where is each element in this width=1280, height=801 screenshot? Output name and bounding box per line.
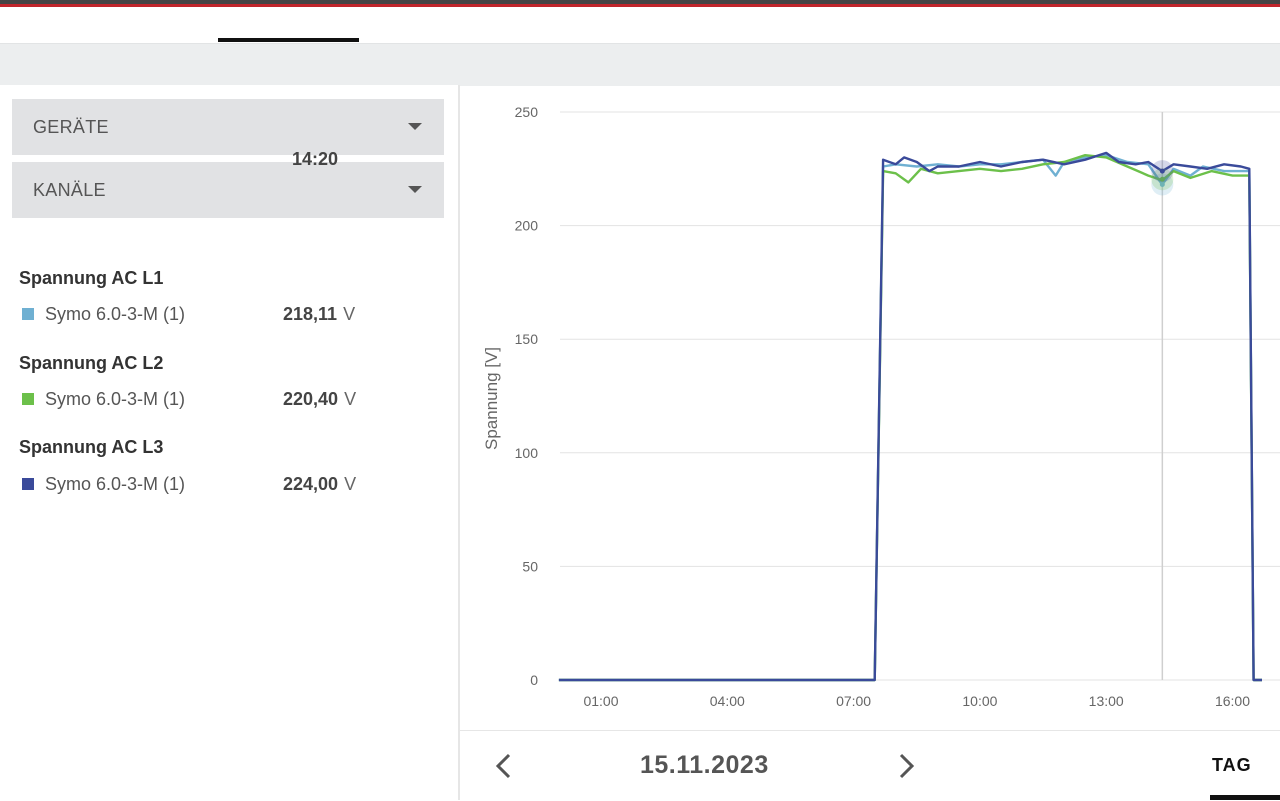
top-accent-bar xyxy=(0,0,1280,7)
y-tick-label: 100 xyxy=(515,445,539,461)
hover-marker xyxy=(1159,168,1165,174)
devices-dropdown-label: GERÄTE xyxy=(33,116,109,137)
x-tick-label: 16:00 xyxy=(1215,693,1250,709)
current-date[interactable]: 15.11.2023 xyxy=(640,751,769,779)
series-line-l3 xyxy=(558,151,1262,682)
app-header xyxy=(0,7,1280,43)
value: 218,11 xyxy=(283,303,338,324)
y-tick-label: 0 xyxy=(530,672,538,688)
devices-dropdown[interactable]: GERÄTE xyxy=(12,99,444,155)
date-navigation: 15.11.2023 TAG xyxy=(460,730,1280,801)
x-tick-label: 07:00 xyxy=(836,693,871,709)
cursor-time-label: 14:20 xyxy=(292,149,339,169)
active-tab-indicator xyxy=(218,38,359,42)
chevron-left-icon[interactable] xyxy=(490,751,518,781)
y-tick-label: 50 xyxy=(522,558,538,574)
legend-item-l1: Symo 6.0-3-M (1) 218,11 V xyxy=(22,302,442,326)
x-tick-label: 01:00 xyxy=(583,693,618,709)
tab-day[interactable]: TAG xyxy=(1212,755,1252,775)
device-name: Symo 6.0-3-M (1) xyxy=(45,388,186,409)
device-name: Symo 6.0-3-M (1) xyxy=(45,303,186,324)
x-tick-label: 04:00 xyxy=(710,693,745,709)
series-color-swatch xyxy=(22,393,34,405)
x-tick-label: 13:00 xyxy=(1089,693,1124,709)
group-title-l3: Spannung AC L3 xyxy=(19,437,164,457)
chevron-right-icon[interactable] xyxy=(892,751,920,781)
legend-item-l3: Symo 6.0-3-M (1) 224,00 V xyxy=(22,472,442,496)
chart-canvas[interactable]: 0 50 100 150 200 250 01:00 04:00 07:00 10:00 13:00… xyxy=(460,85,1280,730)
y-axis-label: Spannung [V] xyxy=(482,346,501,450)
y-tick-label: 150 xyxy=(515,331,539,347)
channels-dropdown[interactable]: KANÄLE xyxy=(12,162,444,218)
chevron-down-icon xyxy=(408,123,422,130)
active-tab-underline xyxy=(1210,795,1280,800)
y-tick-label: 200 xyxy=(515,218,539,234)
device-name: Symo 6.0-3-M (1) xyxy=(45,473,186,494)
voltage-chart[interactable]: 0 50 100 150 200 250 01:00 04:00 07:00 10:00 13:00… xyxy=(460,85,1280,730)
group-title-l2: Spannung AC L2 xyxy=(19,353,164,373)
sub-toolbar xyxy=(0,43,1280,86)
legend-panel: GERÄTE KANÄLE xyxy=(0,85,460,800)
hover-marker xyxy=(1159,181,1165,187)
series-line-l2 xyxy=(558,154,1262,682)
series-line-l1 xyxy=(558,154,1262,682)
hover-marker xyxy=(1159,176,1165,182)
y-tick-label: 250 xyxy=(515,104,539,120)
chevron-down-icon xyxy=(408,186,422,193)
x-tick-label: 10:00 xyxy=(962,693,997,709)
unit: V xyxy=(344,473,357,494)
legend-item-l2: Symo 6.0-3-M (1) 220,40 V xyxy=(22,387,442,411)
series-color-swatch xyxy=(22,478,34,490)
y-axis-label-container: Spannung [V] xyxy=(482,346,502,452)
value: 224,00 xyxy=(283,473,339,494)
group-title-l1: Spannung AC L1 xyxy=(19,268,164,288)
unit: V xyxy=(343,303,356,324)
value: 220,40 xyxy=(283,388,339,409)
unit: V xyxy=(344,388,357,409)
series-color-swatch xyxy=(22,308,34,320)
channels-dropdown-label: KANÄLE xyxy=(33,179,106,200)
